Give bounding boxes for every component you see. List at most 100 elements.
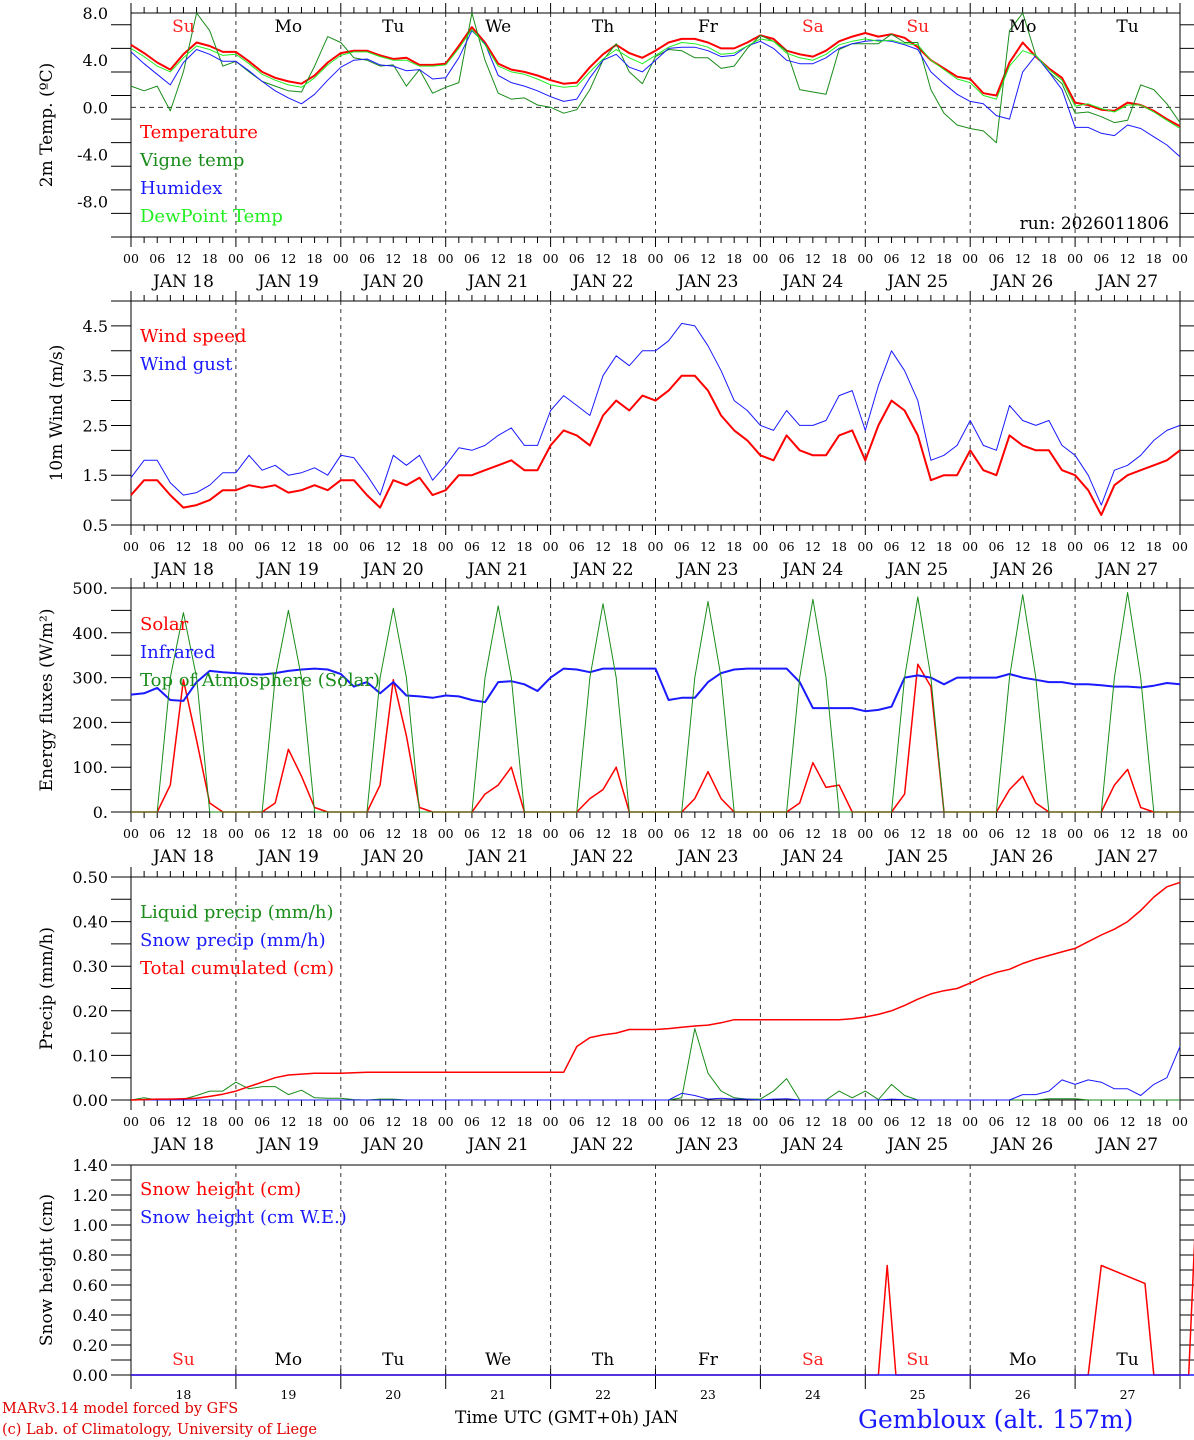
hour-tick-label: 18 [621,826,637,841]
hour-tick-label: 12 [1015,826,1031,841]
date-label: JAN 21 [466,1135,529,1155]
chart-panel-1: 00 06 12 18 JAN 18 00 06 12 18 JAN 19 00 06 12 18 JAN … [37,3,1194,292]
y-tick-label: 4.5 [83,317,108,336]
hour-tick-label: 06 [464,826,480,841]
date-label: JAN 26 [990,847,1053,867]
date-label: JAN 22 [571,272,634,292]
legend-entry: Top of Atmosphere (Solar) [140,670,380,691]
hour-tick-label: 06 [674,539,690,554]
legend-entry: Liquid precip (mm/h) [140,902,334,923]
y-tick-label: -8.0 [77,193,108,212]
hour-tick-label: 12 [910,539,926,554]
hour-tick-label: 18 [831,539,847,554]
hour-tick-label: 18 [621,539,637,554]
y-tick-label: 100. [72,758,108,777]
hour-tick-label: 18 [936,539,952,554]
hour-tick-label: 06 [569,826,585,841]
legend-entry: Solar [140,614,189,635]
hour-tick-label: 12 [700,826,716,841]
hour-tick-label: 00 [333,539,349,554]
weekday-label: Th [592,1350,614,1370]
y-tick-label: 2.5 [83,416,108,435]
legend-entry: Total cumulated (cm) [140,958,334,979]
y-tick-label: 0.10 [72,1046,108,1065]
hour-tick-label: 18 [726,1114,742,1129]
hour-tick-label: 00 [333,251,349,266]
hour-tick-label: 06 [359,826,375,841]
y-axis-label: Energy fluxes (W/m²) [37,609,57,792]
y-tick-label: 400. [72,624,108,643]
date-label: JAN 18 [151,847,214,867]
hour-tick-label: 12 [1120,251,1136,266]
hour-tick-label: 06 [988,539,1004,554]
y-tick-label: 0.30 [72,957,108,976]
hour-tick-label: 12 [910,1114,926,1129]
hour-tick-label: 06 [149,539,165,554]
day-number-label: 27 [1120,1387,1136,1402]
date-label: JAN 22 [571,847,634,867]
hour-tick-label: 18 [831,251,847,266]
weekday-label: Su [906,1350,929,1370]
hour-tick-label: 06 [988,826,1004,841]
hour-tick-label: 00 [1172,1114,1188,1129]
hour-tick-label: 00 [857,826,873,841]
hour-tick-label: 18 [1146,826,1162,841]
hour-tick-label: 12 [805,251,821,266]
hour-tick-label: 12 [1015,539,1031,554]
hour-tick-label: 06 [569,1114,585,1129]
hour-tick-label: 06 [1093,1114,1109,1129]
hour-tick-label: 12 [1120,1114,1136,1129]
date-label: JAN 26 [990,272,1053,292]
hour-tick-label: 18 [1146,251,1162,266]
hour-tick-label: 00 [962,251,978,266]
series-line-temperature [130,26,1181,128]
hour-tick-label: 12 [385,539,401,554]
date-label: JAN 20 [361,560,424,580]
series-line-top-of-atmosphere-solar [131,592,1180,813]
y-tick-label: 1.40 [72,1156,108,1175]
y-axis-label: Precip (mm/h) [37,927,57,1050]
y-tick-label: 0.00 [72,1091,108,1110]
hour-tick-label: 00 [1067,539,1083,554]
hour-tick-label: 06 [149,251,165,266]
hour-tick-label: 12 [910,251,926,266]
hour-tick-label: 18 [516,539,532,554]
hour-tick-label: 12 [175,539,191,554]
hour-tick-label: 06 [569,539,585,554]
hour-tick-label: 18 [307,826,323,841]
weekday-label: Tu [1116,17,1138,37]
hour-tick-label: 00 [1067,826,1083,841]
chart-panel-2: 00 06 12 18 JAN 18 00 06 12 18 JAN 19 00 06 12 18 JAN … [47,291,1194,580]
hour-tick-label: 06 [254,251,270,266]
day-number-label: 22 [595,1387,611,1402]
hour-tick-label: 06 [464,251,480,266]
date-label: JAN 22 [571,1135,634,1155]
hour-tick-label: 06 [1093,539,1109,554]
weekday-label: We [485,17,511,37]
hour-tick-label: 06 [359,539,375,554]
weekday-label: Su [906,17,929,37]
y-tick-label: 1.5 [83,466,108,485]
weekday-label: Tu [382,1350,404,1370]
hour-tick-label: 12 [175,826,191,841]
hour-tick-label: 12 [280,251,296,266]
legend-entry: Infrared [140,642,215,663]
date-label: JAN 20 [361,847,424,867]
y-tick-label: 500. [72,579,108,598]
date-label: JAN 24 [780,847,843,867]
hour-tick-label: 12 [910,826,926,841]
hour-tick-label: 12 [280,1114,296,1129]
hour-tick-label: 18 [202,251,218,266]
date-label: JAN 23 [675,847,738,867]
date-label: JAN 25 [885,560,948,580]
hour-tick-label: 00 [752,826,768,841]
hour-tick-label: 12 [595,251,611,266]
date-label: JAN 23 [675,1135,738,1155]
hour-tick-label: 18 [936,826,952,841]
y-tick-label: 0.50 [72,868,108,887]
date-label: JAN 25 [885,1135,948,1155]
date-label: JAN 24 [780,272,843,292]
date-label: JAN 19 [256,847,319,867]
y-tick-label: -4.0 [77,145,108,164]
